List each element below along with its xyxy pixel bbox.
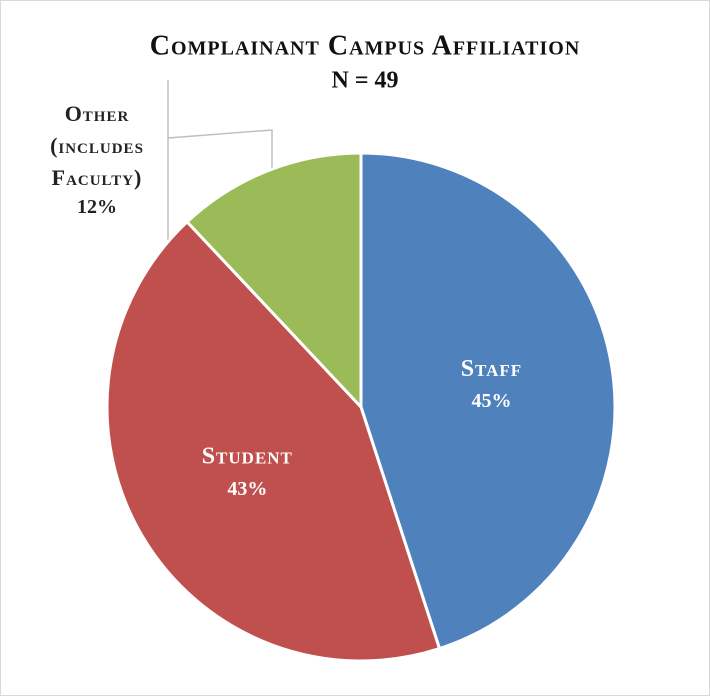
slice-label: Other (includes Faculty) bbox=[50, 101, 144, 190]
pie-slice bbox=[185, 151, 363, 411]
slice-value-label: 43% bbox=[227, 478, 267, 500]
chart-title: Complainant Campus Affiliation bbox=[150, 30, 581, 61]
leader-line bbox=[167, 129, 273, 170]
pie-slice bbox=[359, 151, 617, 651]
slice-label: Student bbox=[202, 444, 293, 470]
slice-label: Staff bbox=[461, 356, 522, 382]
pie-slice bbox=[105, 219, 442, 663]
slice-value-label: 12% bbox=[77, 196, 117, 218]
chart-subtitle: N = 49 bbox=[331, 68, 398, 94]
pie bbox=[105, 151, 617, 663]
slice-value-label: 45% bbox=[471, 390, 511, 412]
